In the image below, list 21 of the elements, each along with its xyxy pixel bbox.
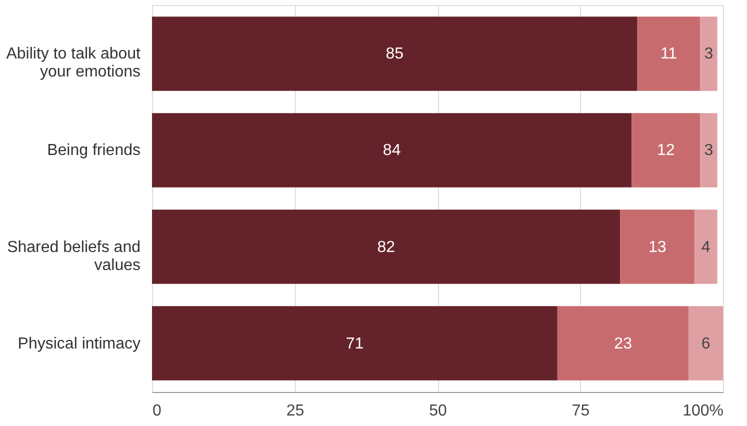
data-label: 3 xyxy=(704,46,714,63)
y-tick-label: Being friends xyxy=(47,142,140,160)
y-tick-label: Shared beliefs and values xyxy=(7,238,140,274)
data-label: 6 xyxy=(701,335,710,352)
data-label: 82 xyxy=(377,238,396,256)
y-tick-label: Physical intimacy xyxy=(18,335,140,352)
x-tick-label: 50 xyxy=(429,402,447,420)
x-tick-label: 25 xyxy=(286,402,304,420)
x-tick-label: 0 xyxy=(152,402,162,420)
data-label: 4 xyxy=(701,238,710,256)
data-label: 85 xyxy=(386,46,404,63)
data-label: 11 xyxy=(660,46,678,63)
data-label: 71 xyxy=(346,335,364,352)
data-label: 84 xyxy=(382,142,401,160)
x-tick-label: 75 xyxy=(572,402,590,420)
data-label: 23 xyxy=(614,335,632,352)
x-tick-label: 100% xyxy=(682,402,724,420)
y-tick-label: Ability to talk about your emotions xyxy=(6,46,142,81)
data-label: 3 xyxy=(704,142,714,160)
data-label: 13 xyxy=(648,238,666,256)
data-label: 12 xyxy=(657,142,675,160)
